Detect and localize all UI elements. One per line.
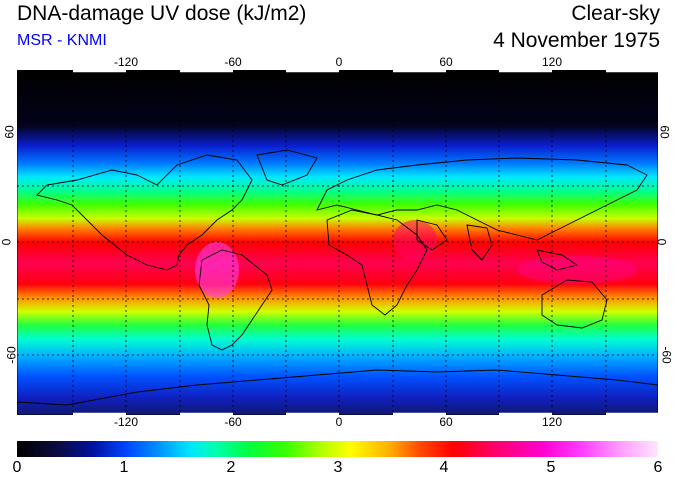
lon-tick-top: 120 [541,55,563,69]
uv-dose-map [17,70,658,415]
coast-australia [541,279,608,329]
color-scale-label: 0 [12,459,22,476]
dose-field [17,70,658,415]
dose-hotspot [195,242,239,298]
lon-tick-bottom: 0 [335,415,343,429]
coast-arabia [416,219,448,251]
coast-north-america [36,154,253,271]
lon-tick-bottom: 120 [541,415,563,429]
color-scale-label: 5 [546,459,556,476]
lat-tick-left: 0 [0,238,14,246]
dose-hotspot [517,256,637,284]
color-scale-label: 4 [439,459,449,476]
dose-hotspot [393,220,437,260]
lon-tick-bottom: -60 [224,415,242,429]
lat-tick-right: 60 [657,125,672,139]
graticule [17,70,658,415]
lon-tick-bottom: 60 [439,415,453,429]
sky-condition-label: Clear-sky [571,2,660,25]
lat-tick-right: -60 [659,346,674,364]
coast-southeast-asia [536,249,579,271]
lon-tick-top: 0 [335,55,343,69]
lat-tick-left: 60 [2,125,17,139]
lon-tick-top: -120 [113,55,139,69]
coast-south-america [198,249,273,351]
frame-ticks [73,70,658,415]
coast-europe-asia [316,157,648,241]
coastlines [17,149,658,406]
coast-antarctica [17,369,658,406]
coast-africa [326,209,428,316]
color-scale-label: 2 [226,459,236,476]
source-label: MSR - KNMI [17,32,107,49]
lon-tick-bottom: -120 [113,415,139,429]
coast-greenland [256,149,318,186]
coast-india [466,224,493,261]
color-scale-label: 1 [119,459,129,476]
lon-tick-top: 60 [439,55,453,69]
lon-tick-top: -60 [224,55,242,69]
color-scale-bar [17,441,658,457]
map-title: DNA-damage UV dose (kJ/m2) [17,2,307,25]
color-scale-label: 6 [653,459,663,476]
date-label: 4 November 1975 [493,29,660,52]
color-scale-label: 3 [333,459,343,476]
